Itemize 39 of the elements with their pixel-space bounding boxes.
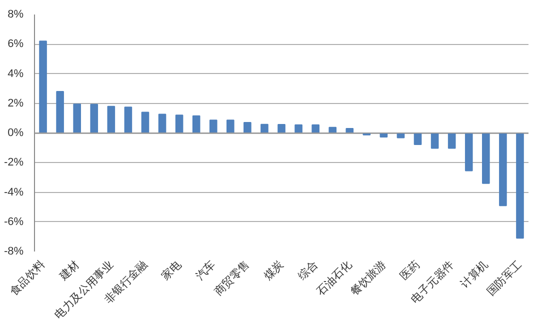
bar — [516, 132, 524, 239]
bar — [107, 106, 116, 134]
bar — [294, 124, 302, 134]
x-tick-label: 汽车 — [193, 258, 218, 283]
bar — [175, 114, 184, 134]
x-tick-label: 建材 — [56, 258, 82, 284]
y-tick-label: 6% — [8, 38, 24, 50]
y-tick-label: -4% — [4, 186, 24, 198]
bar — [448, 132, 456, 149]
bar — [244, 122, 252, 134]
bar — [312, 124, 320, 134]
bar — [278, 124, 286, 134]
bar — [499, 132, 507, 206]
bar — [430, 132, 439, 149]
bar — [39, 40, 47, 134]
y-tick-label: 2% — [8, 97, 24, 110]
bar — [209, 120, 218, 134]
x-tick-label: 食品饮料 — [7, 258, 48, 298]
y-tick-label: 4% — [8, 68, 24, 80]
y-tick-label: -2% — [4, 156, 24, 169]
bar — [73, 104, 81, 134]
x-tick-label: 煤炭 — [261, 258, 286, 283]
bar — [226, 120, 234, 134]
bar — [90, 104, 98, 134]
bar — [260, 124, 268, 134]
bar — [482, 132, 490, 184]
bar — [192, 115, 200, 134]
x-tick-label: 家电 — [159, 258, 184, 283]
bar — [158, 114, 166, 134]
y-tick-label: 8% — [8, 8, 24, 20]
y-tick-label: -6% — [4, 216, 24, 228]
y-tick-label: 0% — [8, 127, 24, 139]
x-tick-label: 医药 — [398, 258, 422, 283]
x-tick-label: 综合 — [295, 258, 320, 283]
y-tick-label: -8% — [4, 246, 24, 258]
bar — [56, 91, 64, 134]
bar — [124, 106, 132, 134]
bar — [141, 112, 150, 134]
bar — [464, 132, 473, 172]
